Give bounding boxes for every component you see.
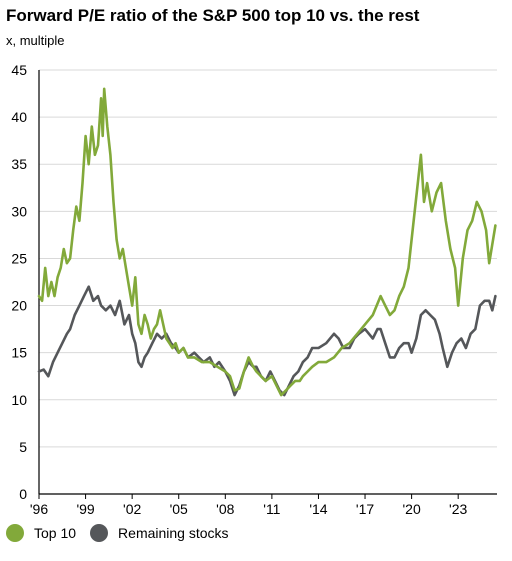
legend: Top 10 Remaining stocks	[6, 524, 243, 542]
chart-subtitle: x, multiple	[6, 33, 65, 48]
legend-label-remaining: Remaining stocks	[118, 525, 229, 541]
x-tick-label: '02	[123, 501, 141, 517]
y-tick-label: 25	[11, 250, 27, 266]
x-tick-label: '17	[356, 501, 374, 517]
x-tick-label: '96	[30, 501, 48, 517]
x-tick-label: '05	[170, 501, 188, 517]
y-tick-label: 15	[11, 345, 27, 361]
y-tick-label: 40	[11, 109, 27, 125]
x-tick-label: '08	[216, 501, 234, 517]
x-tick-label: '11	[263, 501, 280, 517]
y-tick-label: 10	[11, 392, 27, 408]
series-line-remaining-stocks	[37, 285, 497, 397]
x-tick-label: '14	[309, 501, 327, 517]
x-tick-label: '20	[402, 501, 420, 517]
top10-swatch-icon	[6, 524, 24, 542]
x-tick-label: '99	[76, 501, 94, 517]
legend-label-top10: Top 10	[34, 525, 77, 541]
x-tick-label: '23	[449, 501, 467, 517]
remaining-swatch-icon	[90, 524, 109, 542]
chart-area: 0 5 10 15 20 25 30 35 40 45 '96 '99 '02 '05 '08 '11 '14…	[11, 62, 497, 517]
y-axis-ticks: 0 5 10 15 20 25 30 35 40 45	[11, 62, 27, 502]
y-tick-label: 35	[11, 156, 27, 172]
legend-item-top10: Top 10	[6, 524, 76, 542]
series-line-top10	[37, 87, 497, 397]
chart-title: Forward P/E ratio of the S&P 500 top 10 …	[6, 6, 420, 25]
y-tick-label: 45	[11, 62, 27, 78]
legend-item-remaining: Remaining stocks	[90, 524, 229, 542]
series-lines	[37, 87, 497, 397]
x-axis-ticks: '96 '99 '02 '05 '08 '11 '14 '17 '20 '23	[30, 494, 468, 517]
y-tick-label: 20	[11, 298, 27, 314]
y-tick-label: 5	[19, 439, 27, 455]
y-tick-label: 0	[19, 486, 27, 502]
y-tick-label: 30	[11, 203, 27, 219]
